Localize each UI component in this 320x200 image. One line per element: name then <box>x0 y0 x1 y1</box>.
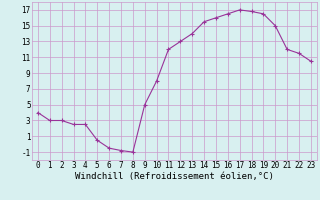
X-axis label: Windchill (Refroidissement éolien,°C): Windchill (Refroidissement éolien,°C) <box>75 172 274 181</box>
